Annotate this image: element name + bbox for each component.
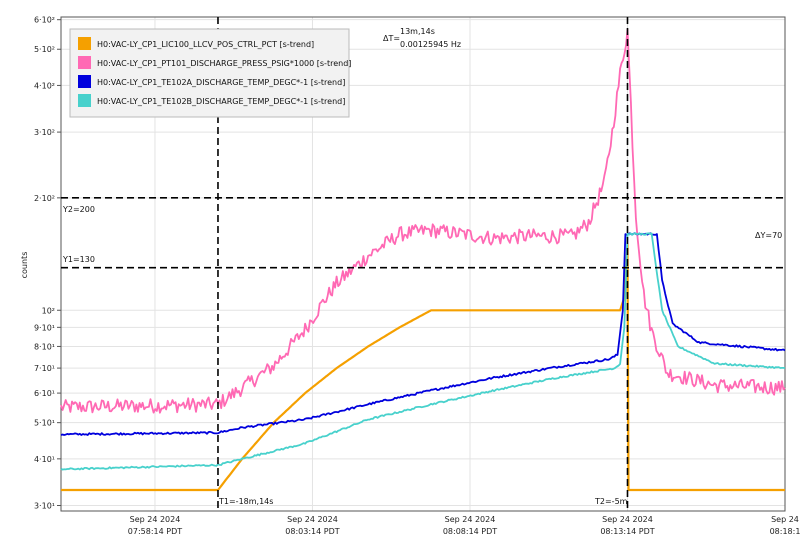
cursor-y2-label: Y2=200 xyxy=(62,205,95,214)
y-tick-label: 10² xyxy=(42,306,55,315)
legend-label-te102a: H0:VAC-LY_CP1_TE102A_DISCHARGE_TEMP_DEGC… xyxy=(97,78,345,87)
x-tick-label: Sep 24 2024 xyxy=(130,515,181,524)
legend-label-pt101: H0:VAC-LY_CP1_PT101_DISCHARGE_PRESS_PSIG… xyxy=(97,59,351,68)
legend-swatch-pt101 xyxy=(78,56,91,69)
legend-swatch-te102b xyxy=(78,94,91,107)
y-tick-label: 6·10¹ xyxy=(34,389,55,398)
x-tick-label: Sep 24 xyxy=(771,515,799,524)
y-tick-label: 5·10¹ xyxy=(34,419,55,428)
x-tick-label: Sep 24 2024 xyxy=(602,515,653,524)
delta-t-value: 13m,14s xyxy=(400,27,435,36)
cursor-t1-label: T1=-18m,14s xyxy=(218,497,273,506)
cursor-y1-label: Y1=130 xyxy=(62,255,95,264)
y-tick-label: 6·10² xyxy=(34,16,55,25)
y-tick-label: 8·10¹ xyxy=(34,342,55,351)
series-line-0 xyxy=(61,243,785,492)
x-tick-label: 08:13:14 PDT xyxy=(600,527,654,536)
x-tick-label: Sep 24 2024 xyxy=(445,515,496,524)
y-tick-label: 2·10² xyxy=(34,194,55,203)
y-tick-label: 4·10¹ xyxy=(34,455,55,464)
series-line-3 xyxy=(60,232,786,471)
legend-swatch-te102a xyxy=(78,75,91,88)
plot-frame xyxy=(60,16,786,512)
x-tick-label: 08:18:1 xyxy=(770,527,801,536)
x-tick-label: Sep 24 2024 xyxy=(287,515,338,524)
gridlines xyxy=(61,17,786,511)
delta-t-label: ΔT= xyxy=(383,34,400,43)
series-line-2 xyxy=(60,232,786,436)
delta-t-frequency: 0.00125945 Hz xyxy=(400,40,461,49)
y-axis-label: counts xyxy=(20,252,29,279)
legend-swatch-lic100 xyxy=(78,37,91,50)
x-tick-label: 08:08:14 PDT xyxy=(443,527,497,536)
y-axis-ticks: 3·10¹ 4·10¹ 5·10¹ 6·10¹ 7·10¹ 8·10¹ 9·10¹ 10² 2·… xyxy=(34,16,61,511)
cursor-t2-label: T2=-5m xyxy=(594,497,628,506)
x-tick-label: 07:58:14 PDT xyxy=(128,527,182,536)
series-line-1 xyxy=(60,28,786,414)
y-tick-label: 3·10² xyxy=(34,128,55,137)
y-tick-label: 3·10¹ xyxy=(34,502,55,511)
legend-label-lic100: H0:VAC-LY_CP1_LIC100_LLCV_POS_CTRL_PCT [… xyxy=(97,40,314,49)
x-axis-ticks: Sep 24 2024 07:58:14 PDT Sep 24 2024 08:03:… xyxy=(128,515,801,536)
y-tick-label: 9·10¹ xyxy=(34,323,55,332)
y-tick-label: 4·10² xyxy=(34,81,55,90)
legend-label-te102b: H0:VAC-LY_CP1_TE102B_DISCHARGE_TEMP_DEGC… xyxy=(97,97,345,106)
y-tick-label: 5·10² xyxy=(34,45,55,54)
legend-box xyxy=(69,28,350,118)
legend: H0:VAC-LY_CP1_LIC100_LLCV_POS_CTRL_PCT [… xyxy=(69,28,351,118)
y-tick-label: 7·10¹ xyxy=(34,364,55,373)
delta-t-readout: ΔT= 13m,14s 0.00125945 Hz xyxy=(383,27,461,49)
data-series xyxy=(60,28,786,492)
delta-y-label: ΔY=70 xyxy=(755,231,782,240)
x-tick-label: 08:03:14 PDT xyxy=(285,527,339,536)
